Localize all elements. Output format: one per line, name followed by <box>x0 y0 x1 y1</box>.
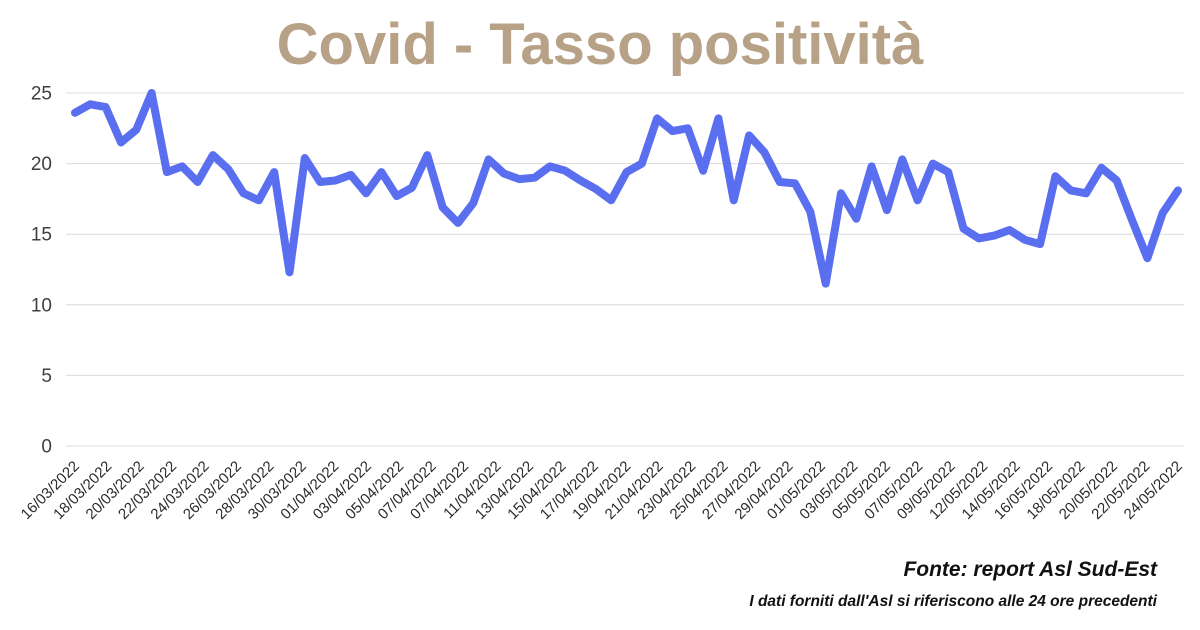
disclaimer-note: I dati forniti dall'Asl si riferiscono a… <box>749 593 1157 610</box>
gridlines <box>66 92 1184 447</box>
chart-title: Covid - Tasso positività <box>277 12 924 77</box>
source-note: Fonte: report Asl Sud-Est <box>903 558 1158 581</box>
y-tick-label-10: 10 <box>31 295 52 316</box>
y-tick-label-0: 0 <box>41 437 52 458</box>
x-axis-labels: 16/03/202218/03/202220/03/202222/03/2022… <box>18 458 1186 523</box>
y-tick-label-5: 5 <box>41 366 52 387</box>
y-tick-label-25: 25 <box>31 84 52 105</box>
positivity-line-series <box>71 89 1182 288</box>
y-tick-label-20: 20 <box>31 154 52 175</box>
y-tick-label-15: 15 <box>31 225 52 246</box>
y-axis-labels: 0 5 10 15 20 25 <box>31 84 52 458</box>
